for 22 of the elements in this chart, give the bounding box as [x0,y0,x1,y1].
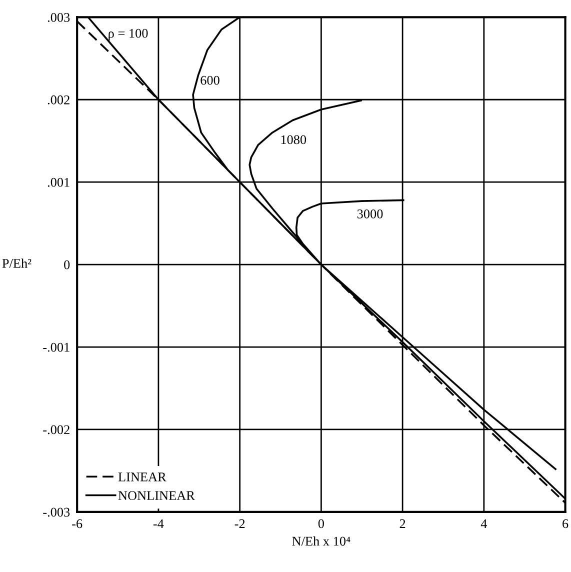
y-tick-label: 0 [64,260,70,270]
annotation: ρ = 100 [108,28,148,40]
y-tick-label: -.002 [43,425,70,434]
x-tick-label: -6 [72,519,82,528]
annotation: 1080 [281,135,306,144]
x-tick-label: 0 [318,519,324,528]
y-tick-label: -.001 [43,342,70,352]
annotation: 600 [200,76,220,85]
y-tick-label: .001 [48,178,70,187]
x-tick-label: -2 [234,519,245,528]
x-tick-label: -4 [153,519,164,528]
y-tick-label: -.003 [43,508,70,517]
x-tick-label: 2 [400,519,406,528]
y-tick-label: .003 [48,12,70,22]
y-axis-title: P/Eh² [2,258,32,268]
x-axis-title: N/Eh x 10⁴ [292,536,350,546]
legend-label: LINEAR [118,472,166,482]
x-tick-label: 6 [562,519,568,528]
y-tick-label: .002 [48,95,70,104]
legend-label: NONLINEAR [118,491,195,500]
x-tick-label: 4 [480,519,488,528]
annotation: 3000 [357,209,383,218]
